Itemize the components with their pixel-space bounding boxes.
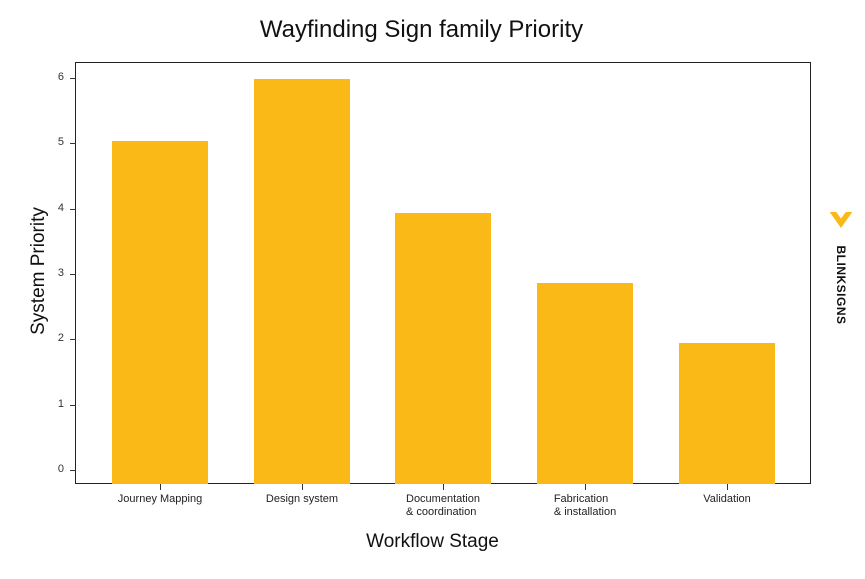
- x-tick-label: Documentation & coordination: [406, 493, 480, 518]
- x-tick-mark: [585, 484, 586, 490]
- chart-title: Wayfinding Sign family Priority: [259, 16, 584, 43]
- y-tick-label: 4: [57, 201, 64, 214]
- bar: [395, 212, 491, 484]
- y-tick-mark: [70, 78, 76, 80]
- x-axis-title: Workflow Stage: [366, 531, 499, 552]
- bar: [254, 79, 350, 484]
- y-tick-label: 3: [57, 267, 64, 279]
- y-tick-label: 6: [57, 71, 64, 84]
- y-axis-title: System Priority: [28, 207, 49, 335]
- y-tick-mark: [70, 274, 76, 275]
- y-tick-mark: [70, 143, 76, 145]
- x-tick-label: Design system: [265, 493, 339, 505]
- y-tick-label: 1: [57, 397, 64, 410]
- x-tick-mark: [727, 484, 728, 490]
- y-tick-mark: [70, 208, 76, 210]
- x-tick-mark: [160, 484, 161, 490]
- brand-chevron-icon: [829, 212, 853, 229]
- bar: [679, 343, 775, 484]
- bar: [537, 282, 633, 484]
- y-tick-mark: [70, 339, 76, 341]
- y-tick-label: 2: [57, 332, 64, 345]
- x-tick-label: Fabrication & installation: [553, 493, 617, 518]
- bar: [112, 141, 208, 484]
- y-tick-label: 0: [57, 463, 64, 475]
- brand-logo-text: BLINKSIGNS: [834, 245, 848, 325]
- y-tick-mark: [70, 470, 76, 471]
- x-tick-label: Validation: [703, 493, 751, 505]
- x-tick-mark: [302, 484, 303, 490]
- x-tick-label: Journey Mapping: [117, 493, 203, 505]
- y-tick-mark: [70, 404, 76, 406]
- x-tick-mark: [443, 484, 444, 490]
- y-tick-label: 5: [57, 136, 64, 149]
